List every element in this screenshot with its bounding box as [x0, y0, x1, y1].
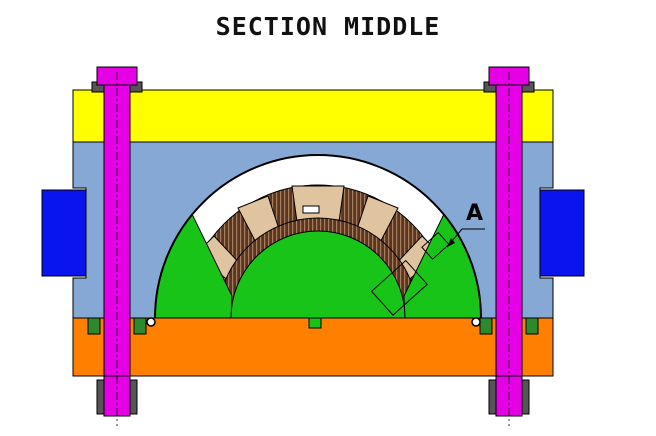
- shim-left-outer: [87, 317, 101, 335]
- shim-right-outer: [525, 317, 539, 335]
- pin-left: [146, 317, 156, 327]
- right-bolt: [483, 66, 535, 426]
- bottom-plate-notch: [308, 317, 322, 329]
- left-key-block: [41, 189, 87, 277]
- arch-outline: [154, 154, 482, 319]
- shim-left-inner: [133, 317, 147, 335]
- callout-a: A: [421, 201, 485, 260]
- shim-marker: [370, 259, 428, 316]
- callout-label: A: [466, 201, 483, 226]
- coil-assembly: [155, 184, 481, 318]
- arch-top-key: [302, 205, 320, 214]
- page-title: SECTION MIDDLE: [215, 12, 441, 41]
- right-key-block: [539, 189, 585, 277]
- left-bolt: [91, 66, 143, 426]
- pin-right: [471, 317, 481, 327]
- center-pole: [230, 230, 406, 318]
- top-plate: [72, 89, 554, 143]
- shim-right-inner: [479, 317, 493, 335]
